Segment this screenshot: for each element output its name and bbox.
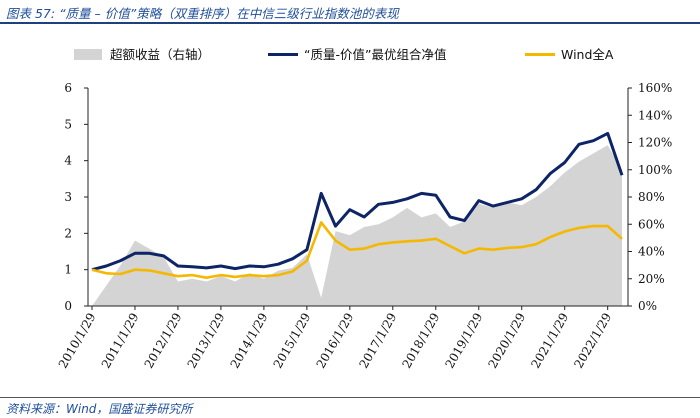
- y-right-tick-label: 100%: [638, 163, 672, 177]
- legend-label: “质量-价值”最优组合净值: [304, 47, 446, 62]
- y-left-tick-label: 1: [64, 263, 72, 277]
- legend-quality-value: “质量-价值”最优组合净值: [268, 47, 446, 62]
- y-right-tick-label: 20%: [638, 272, 665, 286]
- x-tick-label: 2020/1/29: [485, 311, 528, 371]
- y-right-tick-label: 0%: [638, 299, 657, 313]
- legend: 超额收益（右轴） “质量-价值”最优组合净值 Wind全A: [74, 47, 614, 62]
- legend-label: Wind全A: [561, 47, 614, 62]
- area-layer: [92, 145, 622, 306]
- x-tick-label: 2011/1/29: [99, 311, 142, 371]
- x-tick-label: 2017/1/29: [357, 311, 400, 371]
- y-left-tick-label: 5: [64, 117, 72, 131]
- x-tick-label: 2022/1/29: [571, 311, 614, 371]
- x-tick-label: 2012/1/29: [142, 311, 185, 371]
- y-left-tick-label: 2: [64, 226, 72, 240]
- y-left-tick-label: 3: [64, 190, 72, 204]
- x-tick-label: 2021/1/29: [528, 311, 571, 371]
- y-right-tick-label: 140%: [638, 108, 672, 122]
- legend-swatch: [74, 49, 102, 60]
- source-note: 资料来源：Wind，国盛证券研究所: [6, 402, 193, 416]
- y-right-tick-label: 80%: [638, 190, 665, 204]
- x-tick-label: 2016/1/29: [314, 311, 357, 371]
- wind-all-a-line: [91, 221, 623, 279]
- legend-wind-all-a: Wind全A: [525, 47, 614, 62]
- source-rule: [0, 397, 700, 398]
- x-tick-label: 2010/1/29: [56, 311, 99, 371]
- y-right-tick-label: 120%: [638, 136, 672, 150]
- quality-value-line: [91, 131, 624, 272]
- y-left-tick-label: 0: [64, 299, 72, 313]
- x-tick-label: 2013/1/29: [185, 311, 228, 371]
- legend-label: 超额收益（右轴）: [110, 47, 210, 62]
- x-tick-label: 2014/1/29: [228, 311, 271, 371]
- figure-title: 图表 57: “质量 – 价值”策略（双重排序）在中信三级行业指数池的表现: [6, 6, 399, 21]
- x-tick-label: 2019/1/29: [442, 311, 485, 371]
- x-tick-label: 2018/1/29: [399, 311, 442, 371]
- title-rule: [0, 22, 700, 24]
- lines-layer: [91, 131, 624, 279]
- y-left-tick-label: 4: [64, 154, 72, 168]
- y-right-tick-label: 160%: [638, 81, 672, 95]
- x-tick-label: 2015/1/29: [271, 311, 314, 371]
- y-right-tick-label: 60%: [638, 217, 665, 231]
- excess-return-area: [92, 145, 622, 306]
- legend-excess-return: 超额收益（右轴）: [74, 47, 210, 62]
- y-left-tick-label: 6: [64, 81, 72, 95]
- y-right-tick-label: 40%: [638, 245, 665, 259]
